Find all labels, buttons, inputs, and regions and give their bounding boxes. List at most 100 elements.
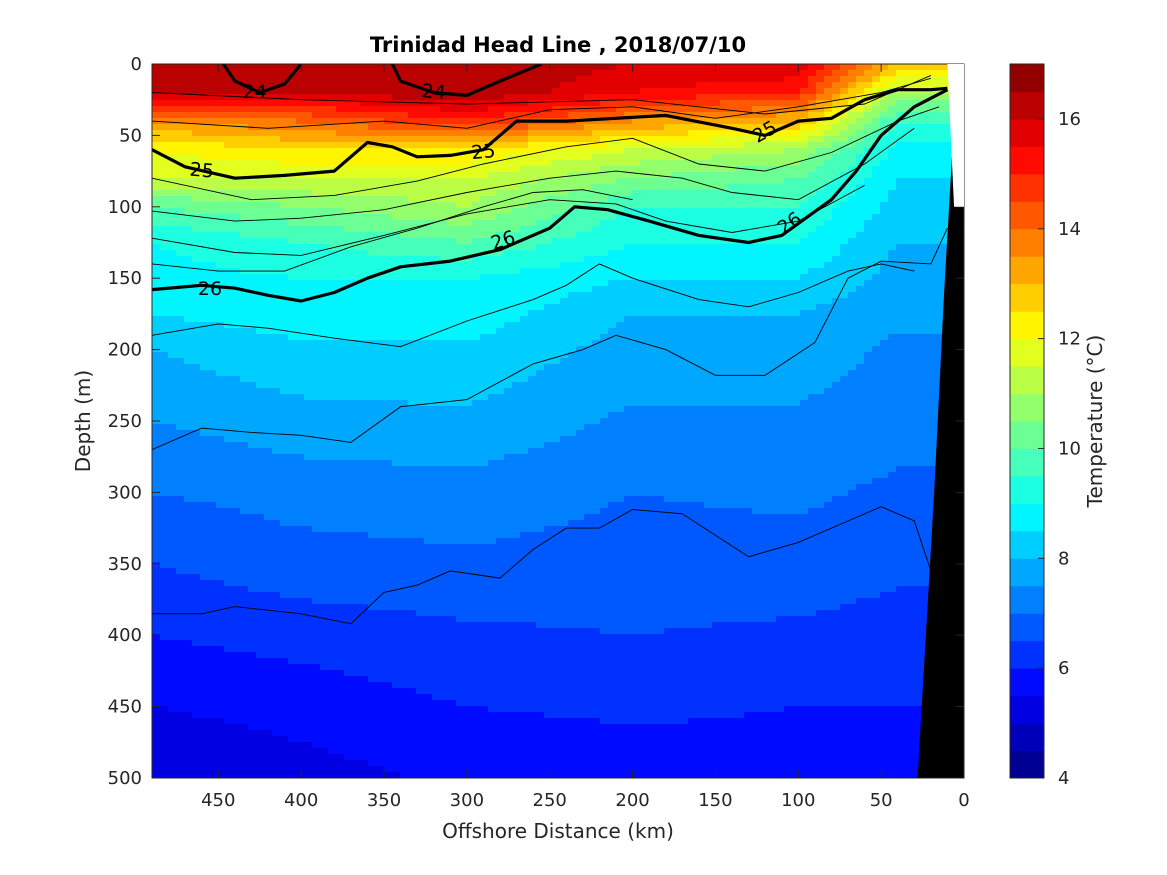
temperature-cell xyxy=(256,340,265,347)
temperature-cell xyxy=(336,304,345,311)
temperature-cell xyxy=(160,106,169,113)
temperature-cell xyxy=(336,178,345,185)
temperature-cell xyxy=(352,166,361,173)
temperature-cell xyxy=(464,76,473,83)
temperature-cell xyxy=(232,328,241,335)
temperature-cell xyxy=(224,754,233,761)
temperature-cell xyxy=(152,574,161,581)
temperature-cell xyxy=(336,412,345,419)
temperature-cell xyxy=(168,130,177,137)
temperature-cell xyxy=(312,340,321,347)
temperature-cell xyxy=(360,682,369,689)
temperature-cell xyxy=(400,448,409,455)
temperature-cell xyxy=(192,742,201,749)
temperature-cell xyxy=(192,256,201,263)
temperature-cell xyxy=(400,388,409,395)
temperature-cell xyxy=(384,682,393,689)
temperature-cell xyxy=(432,436,441,443)
temperature-cell xyxy=(248,388,257,395)
temperature-cell xyxy=(232,64,241,71)
temperature-cell xyxy=(464,514,473,521)
temperature-cell xyxy=(456,418,465,425)
temperature-cell xyxy=(360,670,369,677)
temperature-cell xyxy=(336,544,345,551)
temperature-cell xyxy=(328,688,337,695)
temperature-cell xyxy=(352,442,361,449)
temperature-cell xyxy=(336,232,345,239)
temperature-cell xyxy=(184,736,193,743)
temperature-cell xyxy=(360,256,369,263)
temperature-cell xyxy=(304,664,313,671)
temperature-cell xyxy=(184,532,193,539)
temperature-cell xyxy=(272,478,281,485)
temperature-cell xyxy=(176,424,185,431)
temperature-cell xyxy=(256,160,265,167)
temperature-cell xyxy=(360,202,369,209)
temperature-cell xyxy=(256,610,265,617)
temperature-cell xyxy=(232,508,241,515)
temperature-cell xyxy=(376,424,385,431)
temperature-cell xyxy=(464,322,473,329)
temperature-cell xyxy=(312,712,321,719)
temperature-cell xyxy=(200,316,209,323)
temperature-cell xyxy=(352,718,361,725)
temperature-cell xyxy=(344,142,353,149)
temperature-cell xyxy=(376,124,385,131)
temperature-cell xyxy=(328,424,337,431)
temperature-cell xyxy=(408,232,417,239)
temperature-cell xyxy=(232,646,241,653)
temperature-cell xyxy=(352,436,361,443)
temperature-cell xyxy=(328,364,337,371)
temperature-cell xyxy=(368,580,377,587)
temperature-cell xyxy=(424,490,433,497)
temperature-cell xyxy=(376,64,385,71)
temperature-cell xyxy=(304,640,313,647)
temperature-cell xyxy=(288,274,297,281)
temperature-cell xyxy=(256,754,265,761)
temperature-cell xyxy=(424,640,433,647)
temperature-cell xyxy=(176,748,185,755)
temperature-cell xyxy=(368,736,377,743)
temperature-cell xyxy=(376,214,385,221)
temperature-cell xyxy=(432,454,441,461)
temperature-cell xyxy=(272,256,281,263)
temperature-cell xyxy=(368,124,377,131)
temperature-cell xyxy=(352,106,361,113)
temperature-cell xyxy=(272,508,281,515)
temperature-cell xyxy=(352,322,361,329)
temperature-cell xyxy=(344,172,353,179)
temperature-cell xyxy=(296,532,305,539)
temperature-cell xyxy=(344,256,353,263)
temperature-cell xyxy=(320,64,329,71)
temperature-cell xyxy=(368,394,377,401)
temperature-cell xyxy=(344,220,353,227)
temperature-cell xyxy=(464,622,473,629)
temperature-cell xyxy=(272,574,281,581)
temperature-cell xyxy=(288,748,297,755)
temperature-cell xyxy=(240,508,249,515)
temperature-cell xyxy=(192,430,201,437)
temperature-cell xyxy=(352,622,361,629)
temperature-cell xyxy=(360,64,369,71)
temperature-cell xyxy=(360,466,369,473)
temperature-cell xyxy=(296,76,305,83)
temperature-cell xyxy=(344,274,353,281)
temperature-cell xyxy=(312,754,321,761)
temperature-cell xyxy=(336,568,345,575)
temperature-cell xyxy=(344,724,353,731)
temperature-cell xyxy=(232,208,241,215)
temperature-cell xyxy=(168,508,177,515)
temperature-cell xyxy=(200,532,209,539)
temperature-cell xyxy=(368,316,377,323)
temperature-cell xyxy=(240,118,249,125)
temperature-cell xyxy=(312,604,321,611)
temperature-cell xyxy=(320,154,329,161)
temperature-cell xyxy=(360,586,369,593)
temperature-cell xyxy=(360,328,369,335)
temperature-cell xyxy=(304,322,313,329)
temperature-cell xyxy=(296,676,305,683)
temperature-cell xyxy=(200,454,209,461)
temperature-cell xyxy=(384,166,393,173)
temperature-cell xyxy=(272,754,281,761)
temperature-cell xyxy=(416,652,425,659)
